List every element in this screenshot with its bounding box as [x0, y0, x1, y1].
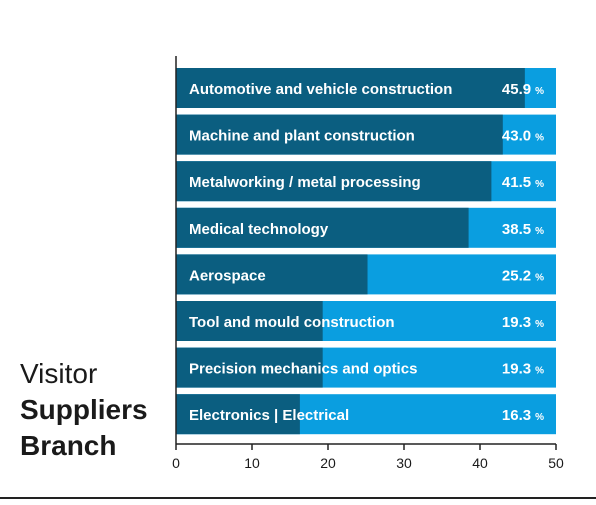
value-unit: %: [535, 412, 544, 423]
x-tick-label: 50: [548, 455, 564, 471]
category-label: Precision mechanics and optics: [189, 361, 417, 378]
bar-value: [176, 161, 492, 202]
value-unit: %: [535, 86, 544, 97]
category-label: Electronics | Electrical: [189, 407, 349, 424]
x-tick-label: 40: [472, 455, 488, 471]
category-label: Medical technology: [189, 221, 329, 238]
value-unit: %: [535, 366, 544, 377]
bar-value: [176, 254, 368, 295]
x-tick-label: 10: [244, 455, 260, 471]
bar-value: [176, 347, 323, 388]
value-unit: %: [535, 272, 544, 283]
category-label: Aerospace: [189, 267, 266, 284]
x-tick-label: 20: [320, 455, 336, 471]
side-title-line-2: Suppliers: [20, 394, 148, 425]
side-title-line-1: Visitor: [20, 358, 98, 389]
bar-value: [176, 68, 525, 108]
category-label: Machine and plant construction: [189, 128, 415, 145]
value-unit: %: [535, 133, 544, 144]
x-tick-label: 0: [172, 455, 180, 471]
x-tick-label: 30: [396, 455, 412, 471]
side-title-line-3: Branch: [20, 430, 117, 461]
category-label: Tool and mould construction: [189, 314, 395, 331]
bar-value: [176, 114, 503, 155]
value-unit: %: [535, 179, 544, 190]
bar-value: [176, 301, 323, 341]
side-title: Visitor Suppliers Branch: [20, 356, 148, 464]
category-label: Metalworking / metal processing: [189, 174, 421, 191]
value-unit: %: [535, 319, 544, 330]
bar-value: [176, 207, 469, 248]
bottom-divider: [0, 497, 596, 499]
category-label: Automotive and vehicle construction: [189, 81, 452, 98]
bar-value: [176, 394, 300, 435]
value-unit: %: [535, 226, 544, 237]
